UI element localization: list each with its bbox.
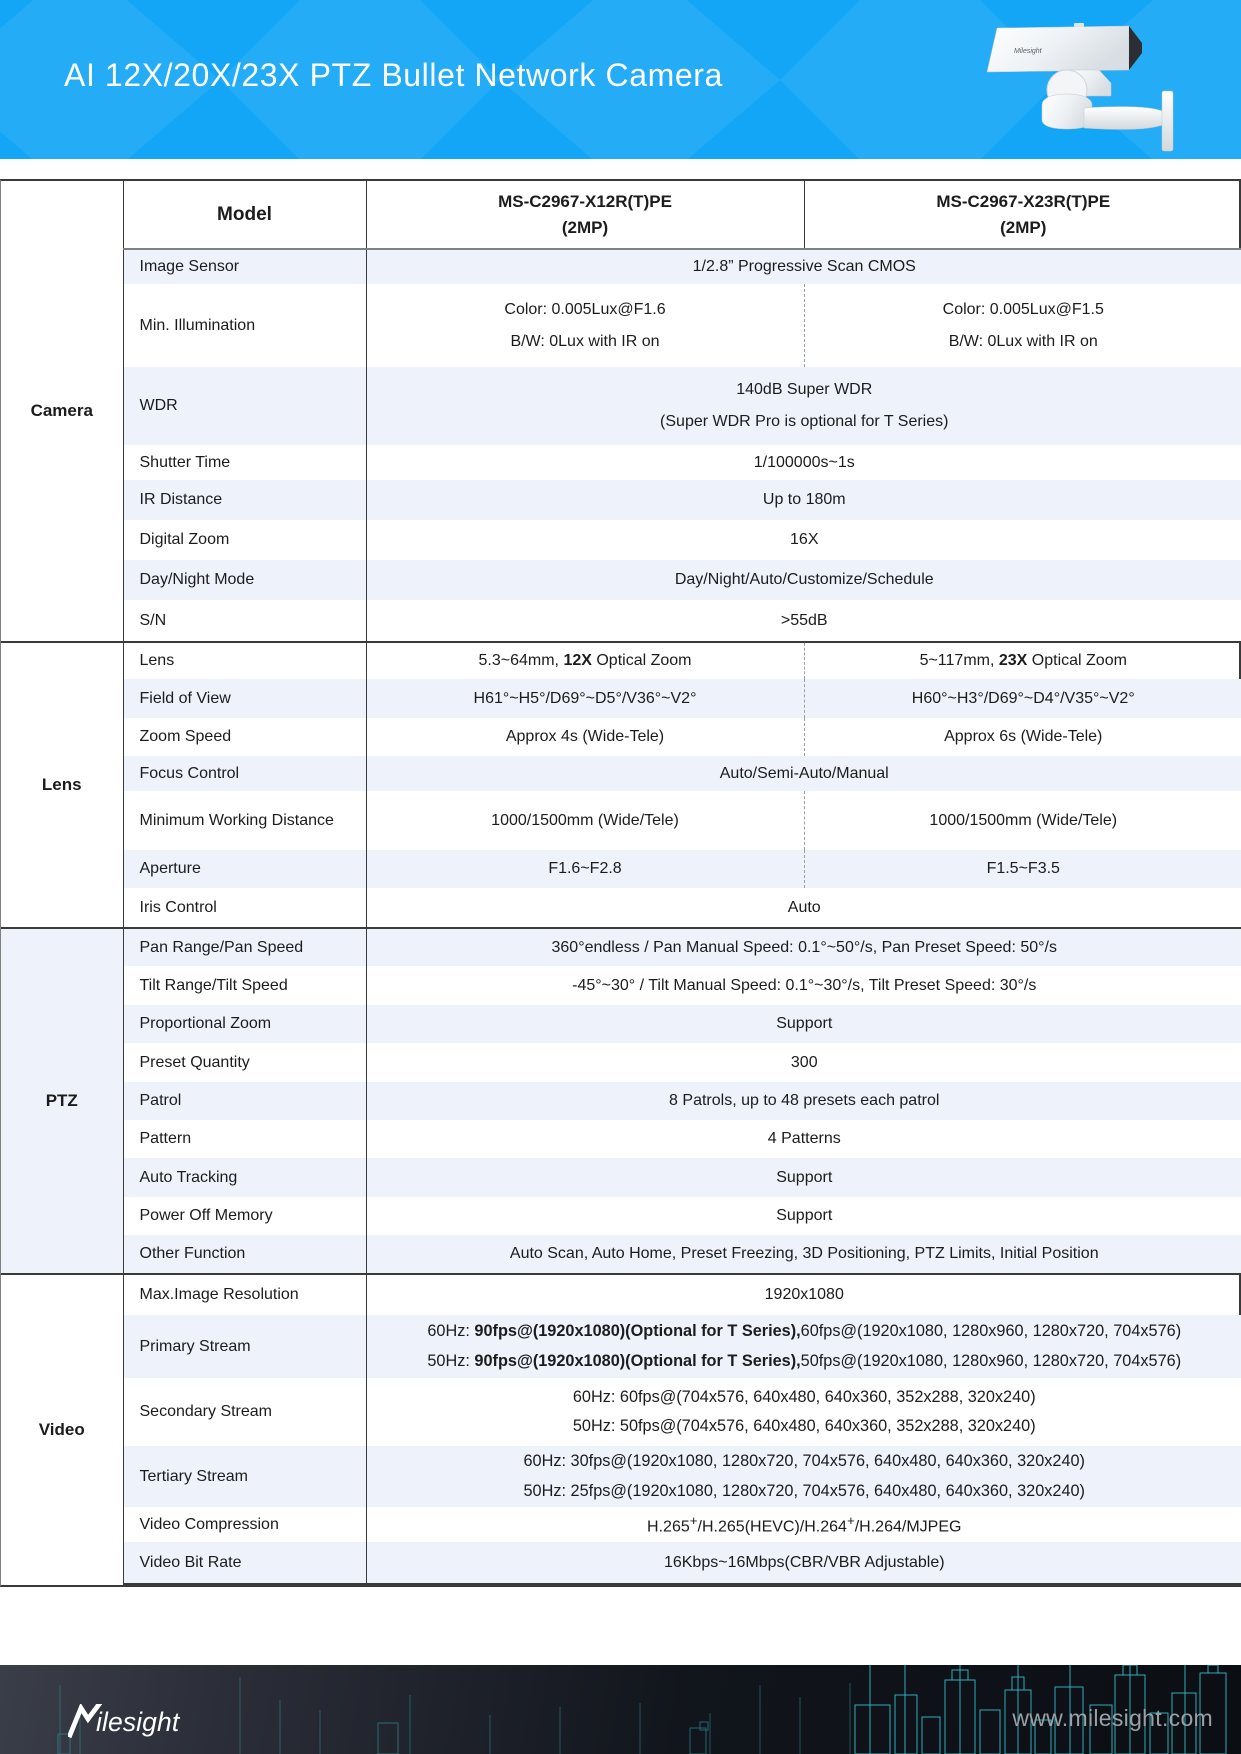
svg-text:Milesight: Milesight [1014, 48, 1043, 55]
svg-text:ilesight: ilesight [96, 1707, 181, 1737]
